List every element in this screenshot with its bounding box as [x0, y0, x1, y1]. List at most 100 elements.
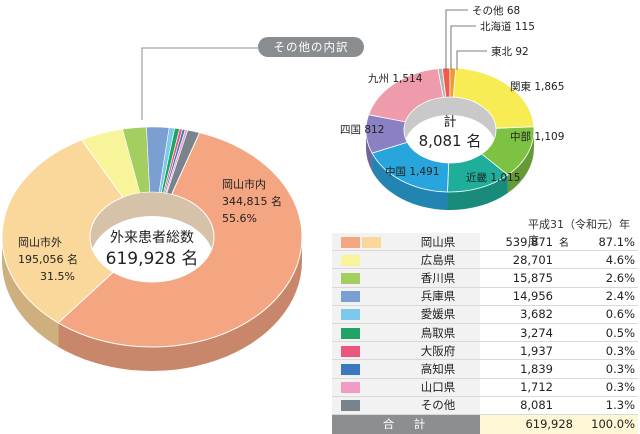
row-unit	[556, 396, 576, 415]
row-value: 3,274	[480, 323, 556, 343]
table-row: その他 8,081 1.3%	[332, 396, 638, 415]
table-row: 大阪府 1,937 0.3%	[332, 341, 638, 361]
row-name: 岡山県	[396, 233, 480, 252]
row-percent: 2.4%	[576, 287, 638, 306]
breakdown-label: その他の内訳	[258, 37, 364, 57]
row-unit: 名	[556, 233, 576, 252]
region-label-北海道: 北海道 115	[480, 20, 535, 33]
row-name: その他	[396, 396, 480, 415]
region-label-関東: 関東 1,865	[510, 80, 564, 93]
region-slice-東北	[449, 67, 457, 98]
row-unit	[556, 250, 576, 270]
color-chip	[341, 345, 360, 357]
region-slice-side	[372, 153, 448, 210]
slice-percent-city-in: 55.6%	[222, 212, 257, 225]
region-label-その他: その他 68	[472, 4, 520, 17]
total-percent: 100.0%	[576, 414, 638, 434]
table-row: 鳥取県 3,274 0.5%	[332, 323, 638, 343]
chart-stage: 岡山市内 344,815 名 55.6% 岡山市外 195,056 名 31.5% 外来患者…	[1, 4, 638, 434]
region-label-九州: 九州 1,514	[368, 73, 423, 85]
row-unit	[556, 323, 576, 343]
total-row: 合 計 619,928 100.0%	[332, 414, 638, 434]
row-value: 14,956	[480, 287, 556, 306]
total-label: 合 計	[332, 414, 480, 434]
row-name: 鳥取県	[396, 323, 480, 343]
donut-hole-wall	[404, 97, 496, 148]
region-label-中部: 中部 1,109	[510, 130, 564, 143]
row-name: 大阪府	[396, 341, 480, 361]
row-swatch	[332, 305, 396, 324]
row-value: 539,871	[480, 233, 556, 252]
row-value: 1,937	[480, 341, 556, 361]
row-swatch	[332, 359, 396, 379]
row-value: 1,839	[480, 359, 556, 379]
slice-label-city-in: 岡山市内	[222, 177, 266, 191]
row-swatch	[332, 268, 396, 288]
slice-岡山市内	[57, 132, 303, 348]
table-row: 兵庫県 14,956 2.4%	[332, 287, 638, 306]
color-chip	[341, 382, 360, 394]
region-label-近畿: 近畿 1,015	[466, 171, 520, 184]
row-unit	[556, 341, 576, 361]
row-percent: 0.5%	[576, 323, 638, 343]
row-swatch	[332, 233, 396, 252]
region-center-value: 8,081 名	[419, 132, 482, 150]
row-swatch	[332, 378, 396, 397]
region-slice-side	[366, 130, 373, 172]
color-chip	[341, 254, 360, 266]
slice-side	[58, 237, 302, 372]
table-row: 広島県 28,701 4.6%	[332, 250, 638, 270]
row-unit	[556, 287, 576, 306]
region-label-四国: 四国 812	[340, 124, 384, 136]
row-value: 15,875	[480, 268, 556, 288]
row-percent: 0.3%	[576, 341, 638, 361]
row-unit	[556, 378, 576, 397]
row-percent: 0.3%	[576, 378, 638, 397]
row-percent: 0.3%	[576, 359, 638, 379]
color-chip	[341, 291, 360, 303]
total-value: 619,928	[480, 414, 576, 434]
row-percent: 2.6%	[576, 268, 638, 288]
row-percent: 1.3%	[576, 396, 638, 415]
slice-label-city-out: 岡山市外	[18, 235, 62, 249]
donut-hole-wall	[90, 192, 214, 261]
row-swatch	[332, 287, 396, 306]
patients-donut-chart: 岡山市内 344,815 名 55.6% 岡山市外 195,056 名 31.5% 外来患者…	[1, 4, 564, 372]
color-chip	[341, 272, 360, 284]
table-row: 愛媛県 3,682 0.6%	[332, 305, 638, 324]
row-percent: 87.1%	[576, 233, 638, 252]
row-name: 愛媛県	[396, 305, 480, 324]
color-chip	[341, 327, 360, 339]
row-value: 28,701	[480, 250, 556, 270]
row-value: 3,682	[480, 305, 556, 324]
color-chip	[341, 400, 360, 412]
row-swatch	[332, 323, 396, 343]
table-row: 岡山県 539,871 名 87.1%	[332, 233, 638, 252]
table-row: 高知県 1,839 0.3%	[332, 359, 638, 379]
table-row: 山口県 1,712 0.3%	[332, 378, 638, 397]
region-leader-北海道	[450, 25, 476, 70]
color-chip	[362, 236, 381, 248]
region-center-label: 計	[443, 114, 456, 130]
row-swatch	[332, 250, 396, 270]
row-percent: 0.6%	[576, 305, 638, 324]
prefecture-table: 岡山県 539,871 名 87.1% 広島県 28,701 4.6% 香川県 15,875 2.…	[332, 233, 638, 434]
slice-value-city-out: 195,056 名	[18, 252, 78, 266]
row-name: 山口県	[396, 378, 480, 397]
row-unit	[556, 305, 576, 324]
region-slice-side	[507, 130, 534, 193]
center-value: 619,928 名	[106, 249, 199, 269]
row-percent: 4.6%	[576, 250, 638, 270]
row-name: 広島県	[396, 250, 480, 270]
row-unit	[556, 359, 576, 379]
row-unit	[556, 268, 576, 288]
slice-value-city-in: 344,815 名	[222, 194, 282, 208]
slice-side	[2, 237, 59, 347]
region-label-東北: 東北 92	[491, 45, 529, 58]
region-leader-その他	[445, 9, 468, 70]
region-label-中国: 中国 1,491	[385, 165, 439, 178]
center-label: 外来患者総数	[110, 230, 194, 246]
row-value: 1,712	[480, 378, 556, 397]
region-slice-関東	[452, 67, 535, 129]
row-name: 高知県	[396, 359, 480, 379]
